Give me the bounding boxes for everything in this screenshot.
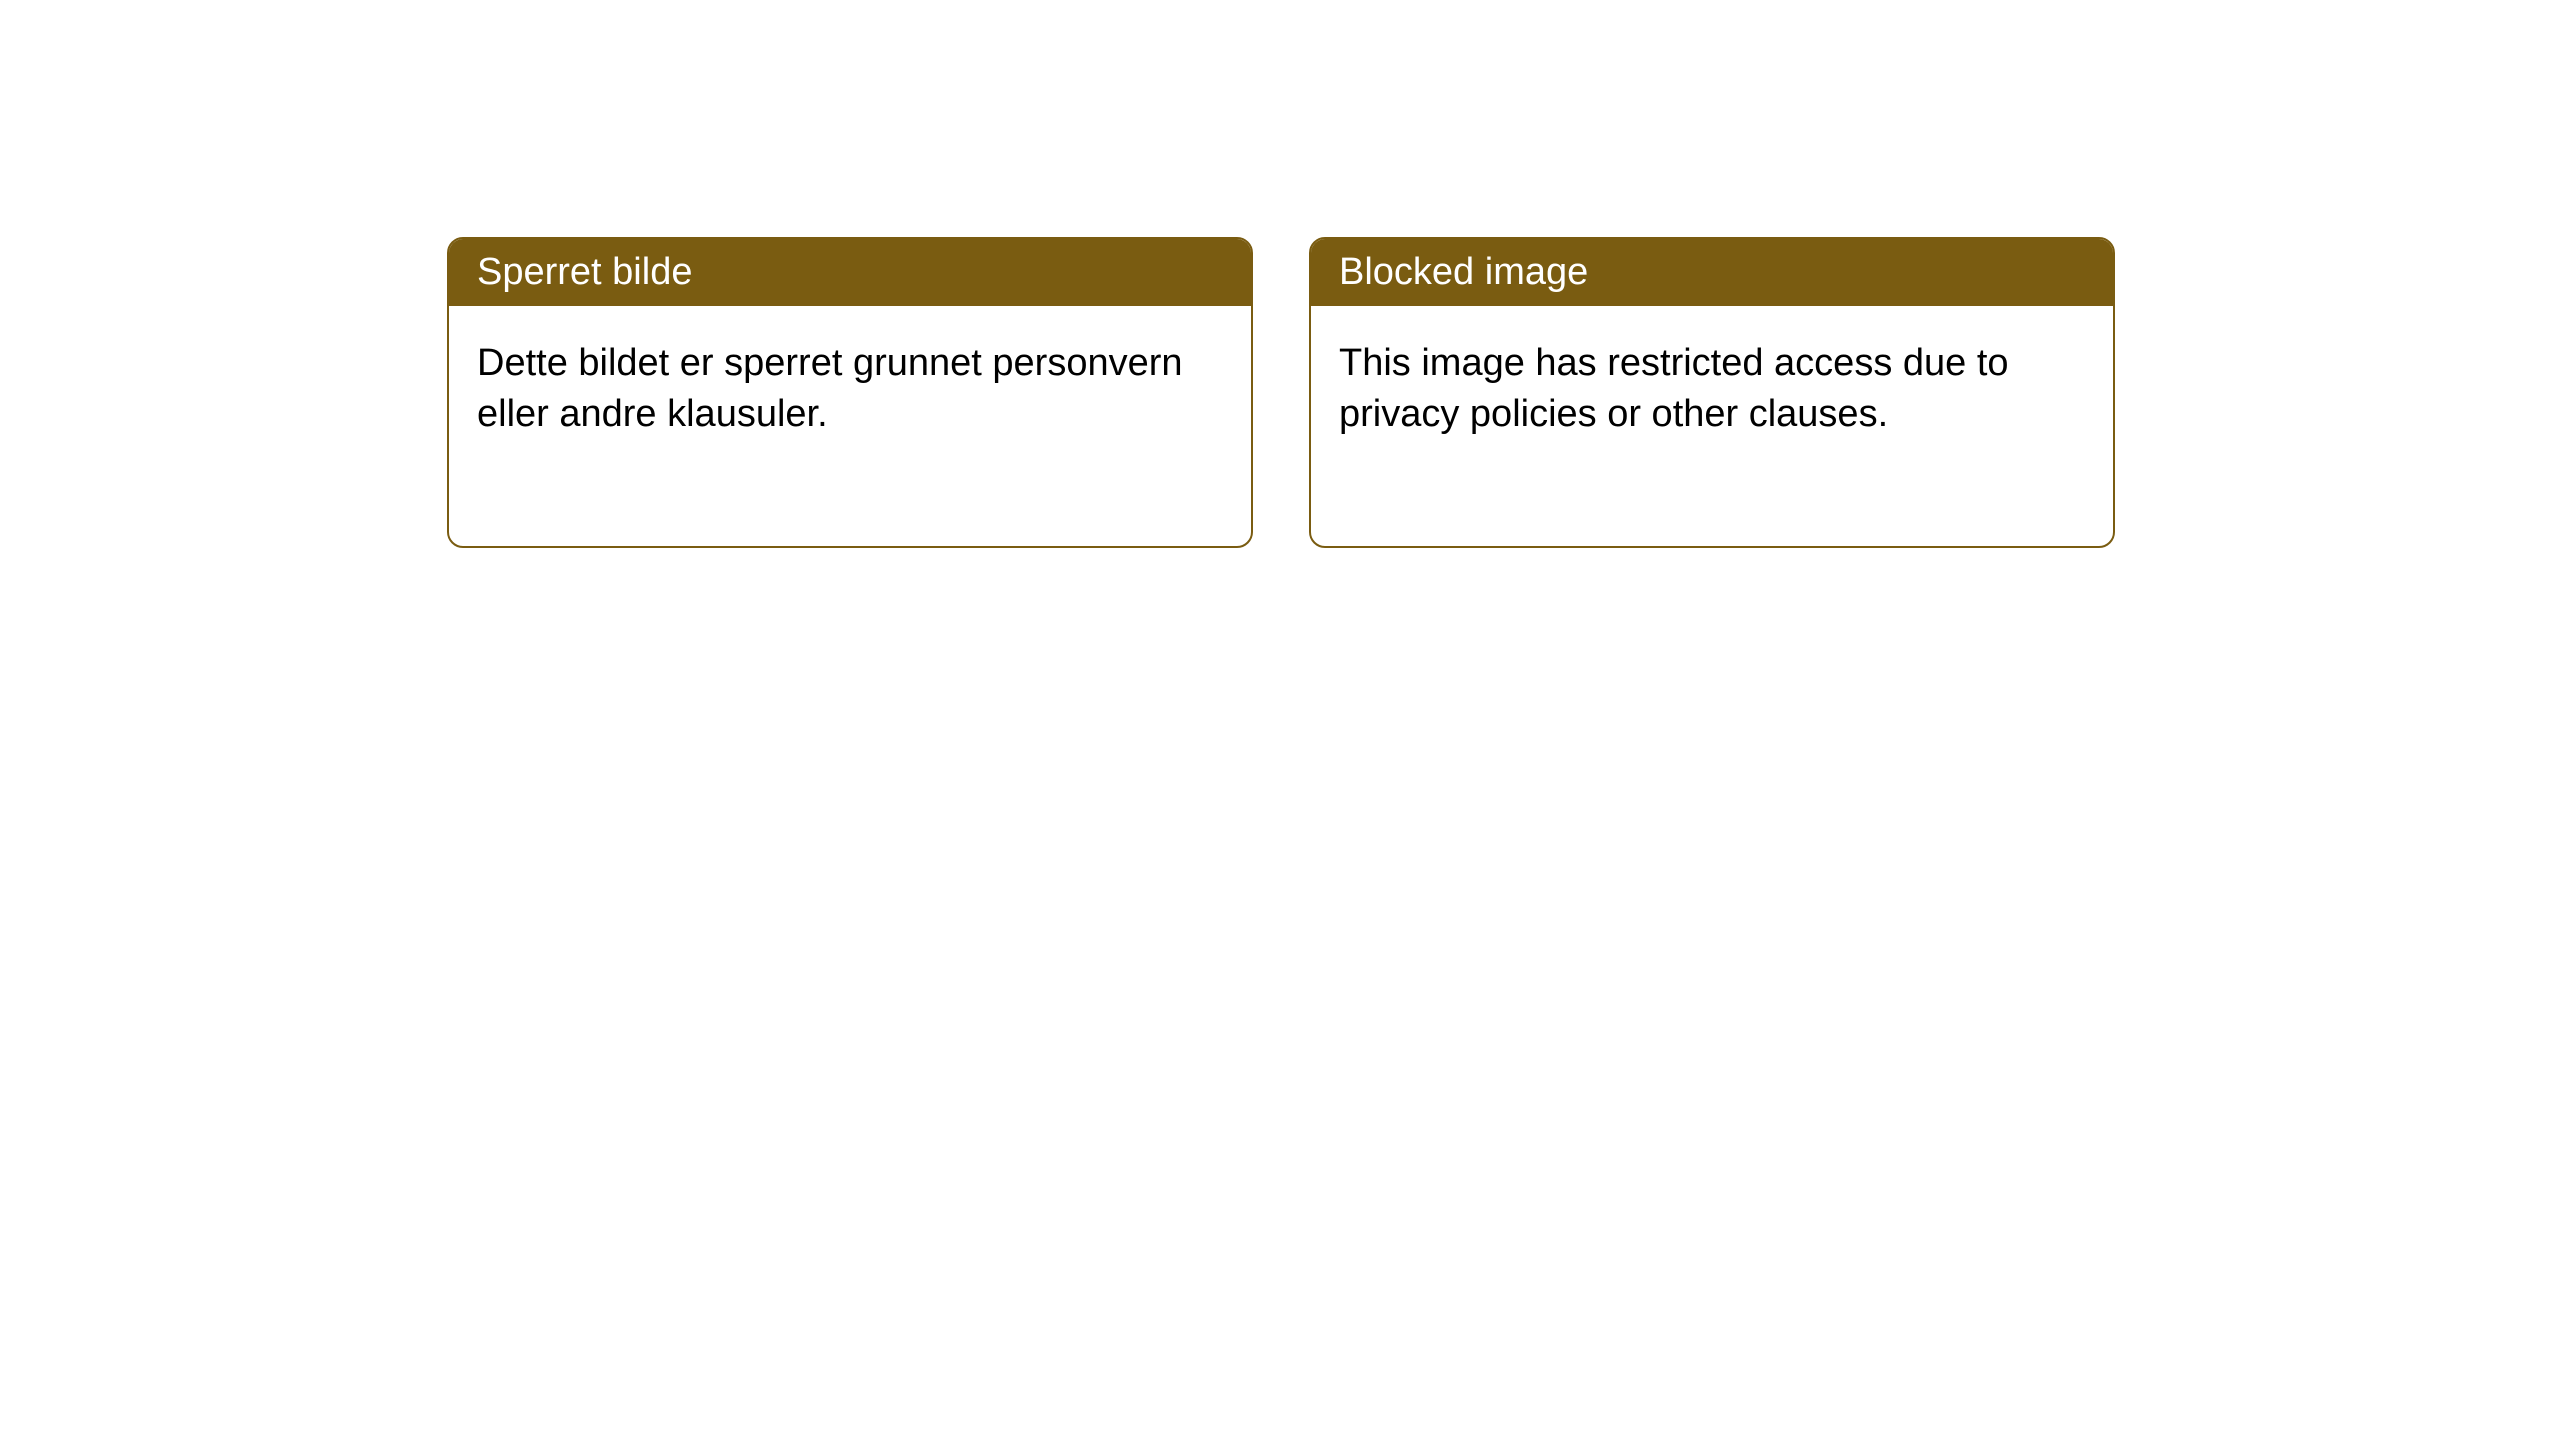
notice-box-norwegian: Sperret bilde Dette bildet er sperret gr…: [447, 237, 1253, 548]
notice-body: Dette bildet er sperret grunnet personve…: [449, 306, 1251, 546]
notice-container: Sperret bilde Dette bildet er sperret gr…: [447, 237, 2115, 548]
notice-box-english: Blocked image This image has restricted …: [1309, 237, 2115, 548]
notice-header: Sperret bilde: [449, 239, 1251, 306]
notice-body-text: Dette bildet er sperret grunnet personve…: [477, 342, 1183, 435]
notice-body: This image has restricted access due to …: [1311, 306, 2113, 546]
notice-title: Blocked image: [1339, 251, 1588, 293]
notice-body-text: This image has restricted access due to …: [1339, 342, 2009, 435]
notice-title: Sperret bilde: [477, 251, 692, 293]
notice-header: Blocked image: [1311, 239, 2113, 306]
